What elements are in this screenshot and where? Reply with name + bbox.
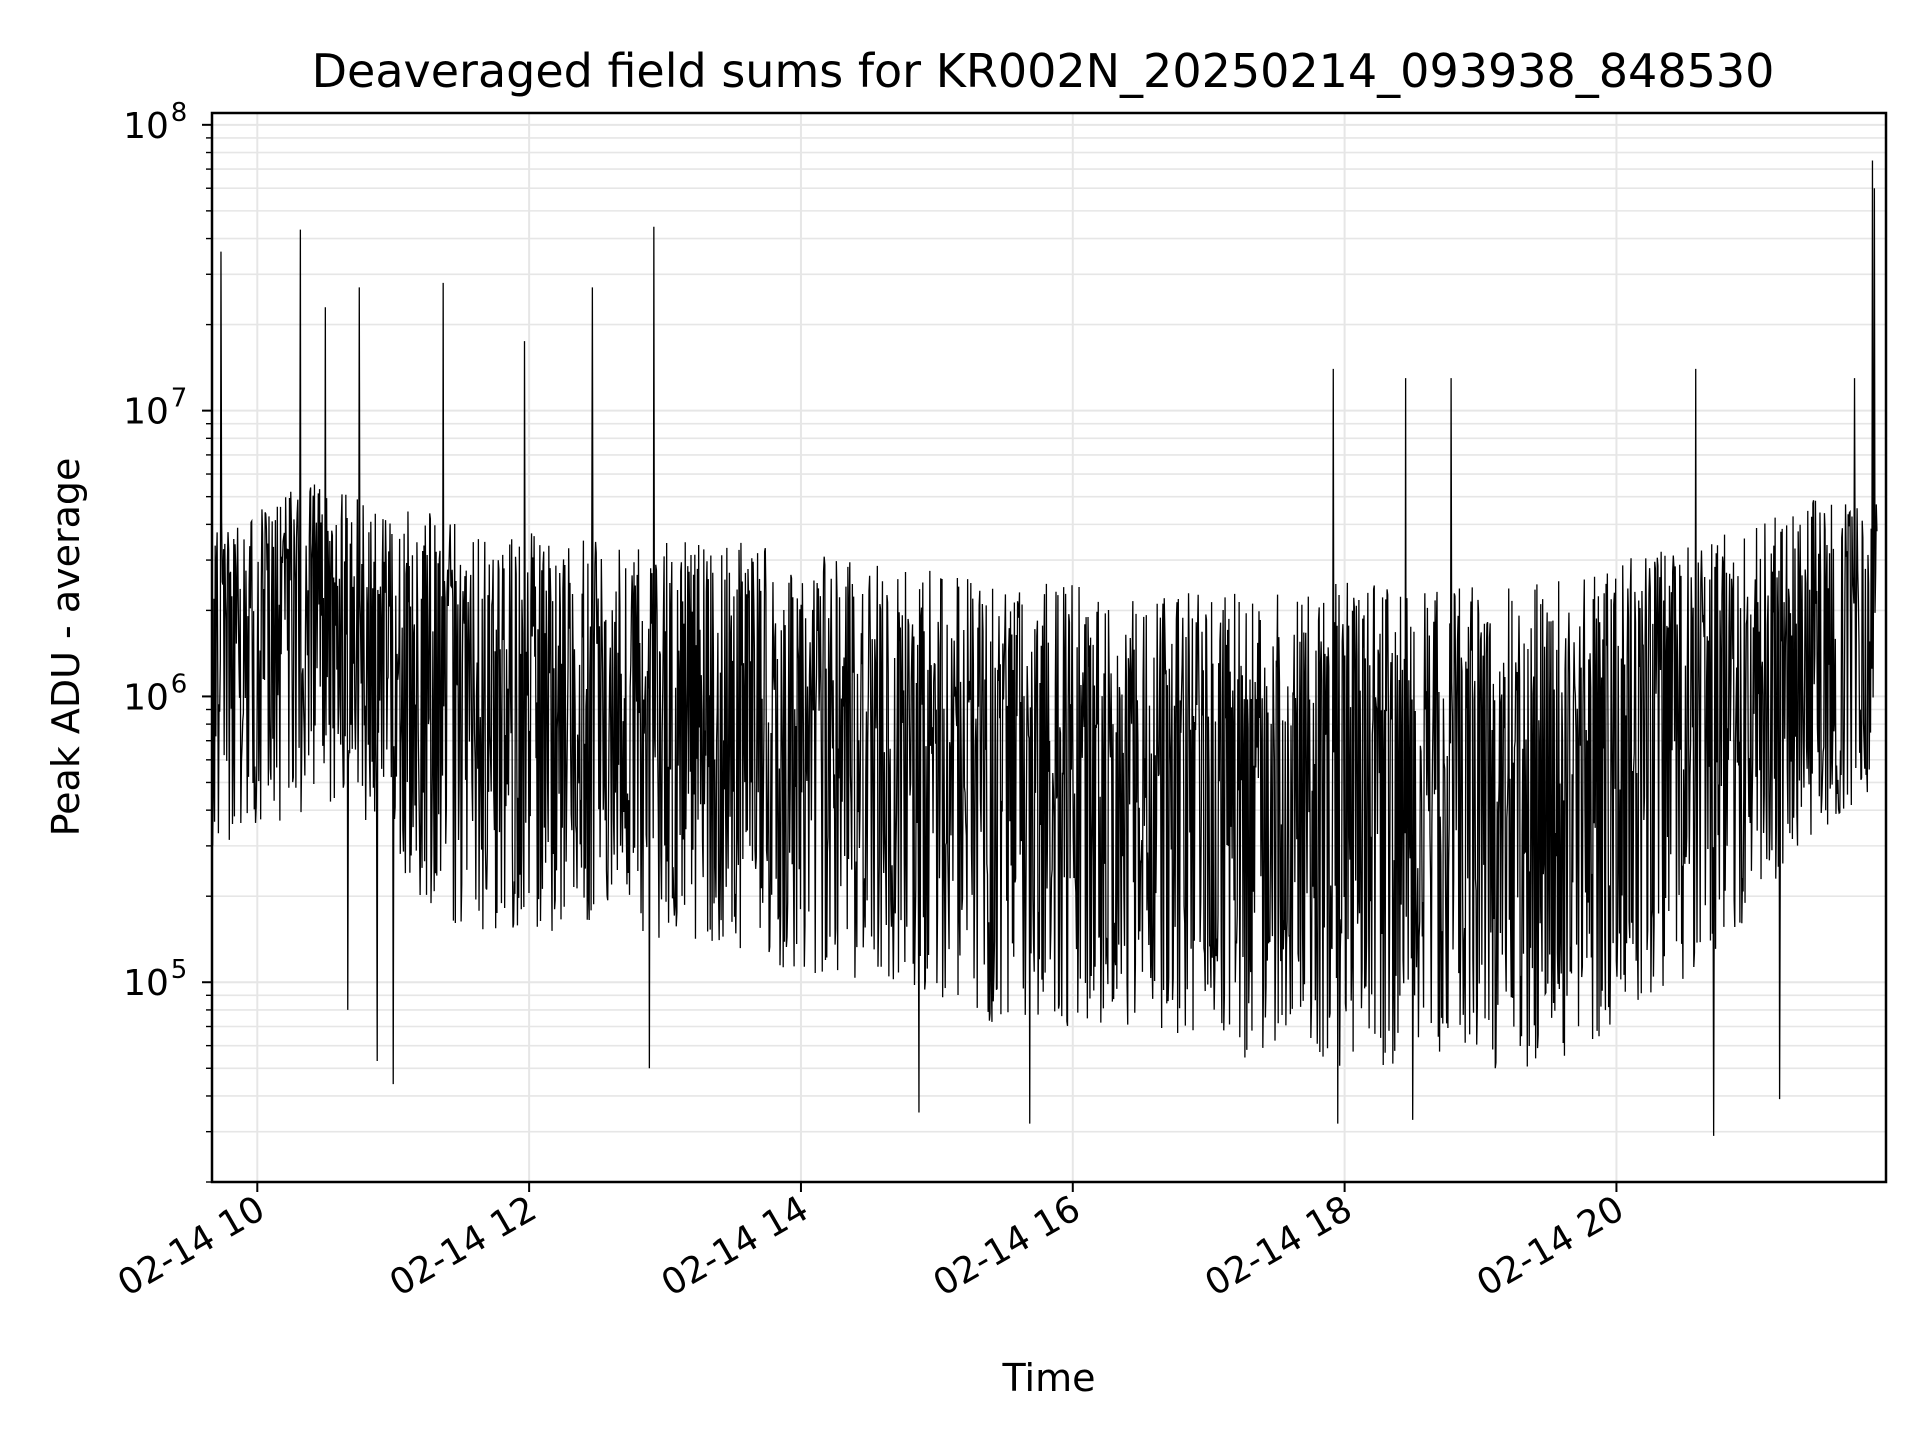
y-tick-exponent: 6 [171, 669, 188, 699]
y-tick-base: 10 [123, 392, 169, 433]
series-line [211, 160, 1878, 1136]
x-axis-label: Time [1002, 1356, 1096, 1400]
y-tick-label: 10 7 [123, 384, 187, 433]
y-tick-exponent: 8 [171, 98, 188, 128]
y-tick-base: 10 [123, 677, 169, 718]
y-tick-exponent: 7 [171, 384, 188, 414]
y-axis-label: Peak ADU - average [44, 458, 88, 837]
plot-frame [210, 111, 1888, 1184]
y-tick-base: 10 [123, 106, 169, 147]
y-tick-label: 10 6 [123, 669, 187, 718]
y-tick-label: 10 8 [123, 98, 187, 147]
y-tick-exponent: 5 [171, 955, 188, 985]
grid-lines [212, 113, 1886, 1183]
y-tick-label: 10 5 [123, 955, 187, 1004]
series-layer [211, 160, 1878, 1136]
y-tick-base: 10 [123, 963, 169, 1004]
chart-title: Deaveraged field sums for KR002N_2025021… [312, 44, 1775, 98]
